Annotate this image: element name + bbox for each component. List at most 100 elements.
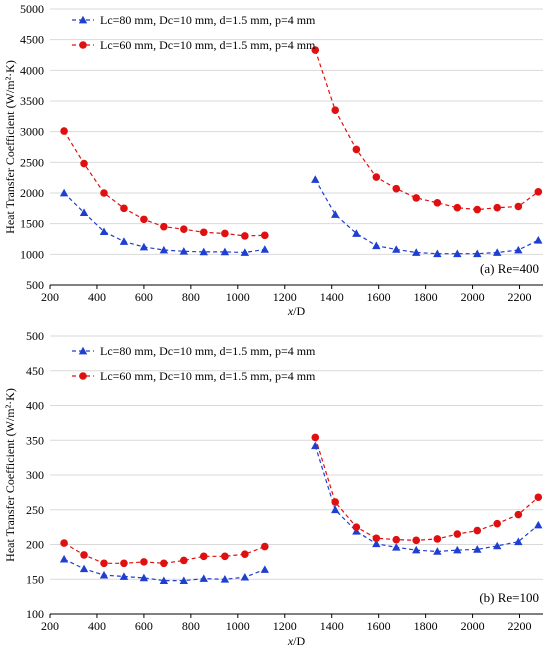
y-tick-label: 200 — [26, 538, 44, 552]
data-point — [493, 541, 502, 550]
legend-label: Lc=80 mm, Dc=10 mm, d=1.5 mm, p=4 mm — [100, 344, 316, 358]
x-tick-label: 1400 — [320, 290, 344, 304]
data-point — [160, 222, 168, 231]
data-point — [79, 208, 89, 216]
data-point — [99, 570, 109, 579]
data-point — [473, 249, 482, 258]
data-point — [240, 248, 250, 256]
data-point — [412, 248, 421, 256]
x-tick-label: 2200 — [508, 290, 532, 304]
data-point — [473, 205, 482, 214]
data-point — [119, 237, 129, 245]
data-point — [180, 225, 188, 233]
x-tick-label: 400 — [88, 290, 106, 304]
data-point — [120, 559, 128, 568]
y-tick-label: 150 — [26, 572, 44, 586]
data-point — [433, 249, 442, 258]
data-point — [179, 247, 189, 255]
data-point — [331, 106, 340, 114]
data-point — [79, 564, 89, 573]
x-tick-label: 2000 — [461, 619, 485, 633]
panel-a: 500 1000 1500 2000 2500 3000 3500 4000 4500 5000 2… — [3, 2, 543, 318]
data-point — [493, 248, 502, 256]
x-axis-label: x/D — [287, 634, 306, 648]
data-point — [392, 184, 401, 193]
data-point — [433, 547, 442, 555]
x-tick-label: 1600 — [367, 619, 391, 633]
data-point — [311, 433, 320, 442]
legend-entry: Lc=80 mm, Dc=10 mm, d=1.5 mm, p=4 mm — [72, 344, 316, 358]
data-point — [372, 173, 381, 181]
y-tick-label: 1500 — [20, 217, 44, 231]
data-point — [352, 229, 361, 237]
x-tick-label: 1600 — [367, 290, 391, 304]
x-tick-label: 1800 — [414, 290, 438, 304]
data-point — [241, 550, 249, 559]
y-tick-label: 4000 — [20, 63, 44, 77]
x-axis-label: x/D — [287, 304, 306, 318]
data-point — [392, 535, 401, 544]
data-point — [80, 551, 88, 559]
y-tick-label: 3000 — [20, 125, 44, 139]
data-point — [493, 519, 502, 528]
data-point — [260, 565, 270, 573]
data-point — [140, 558, 148, 566]
series-line — [63, 192, 265, 254]
data-point — [412, 194, 421, 202]
data-point — [159, 576, 169, 584]
legend-marker — [79, 41, 87, 49]
data-point — [221, 229, 229, 238]
data-point — [241, 232, 249, 240]
x-tick-label: 1200 — [273, 619, 297, 633]
x-tick-label: 2000 — [461, 290, 485, 304]
data-point — [514, 510, 523, 519]
data-point — [160, 559, 168, 568]
data-point — [311, 441, 320, 450]
data-point — [493, 203, 502, 212]
x-tick-label: 400 — [88, 619, 106, 633]
x-tick-label: 800 — [182, 290, 200, 304]
data-point — [392, 245, 401, 253]
series-line — [314, 179, 539, 255]
data-point — [514, 245, 523, 254]
y-tick-label: 350 — [26, 433, 44, 447]
data-point — [514, 537, 523, 546]
data-point — [261, 542, 269, 551]
y-tick-label: 2000 — [20, 186, 44, 200]
data-point — [311, 46, 320, 54]
y-axis-label: Heat Transfer Coefficient (W/m²·K) — [3, 388, 17, 562]
data-point — [311, 175, 320, 183]
data-point — [412, 536, 421, 545]
y-tick-label: 400 — [26, 399, 44, 413]
data-point — [199, 247, 208, 256]
series-line — [63, 542, 266, 564]
data-point — [453, 203, 462, 212]
x-tick-label: 800 — [182, 619, 200, 633]
data-point — [534, 236, 543, 244]
data-point — [534, 187, 543, 196]
data-point — [372, 539, 381, 548]
data-point — [352, 523, 361, 531]
data-point — [140, 215, 148, 224]
data-point — [453, 249, 462, 258]
y-tick-label: 250 — [26, 503, 44, 517]
data-point — [453, 530, 462, 538]
legend-label: Lc=60 mm, Dc=10 mm, d=1.5 mm, p=4 mm — [100, 38, 316, 52]
legend-entry: Lc=80 mm, Dc=10 mm, d=1.5 mm, p=4 mm — [72, 13, 316, 27]
x-tick-label: 1800 — [414, 619, 438, 633]
legend-marker — [78, 346, 88, 355]
data-point — [433, 535, 442, 543]
data-point — [220, 575, 230, 583]
data-point — [514, 202, 523, 211]
series-2 — [60, 433, 543, 568]
data-point — [331, 210, 340, 218]
data-point — [159, 245, 169, 254]
data-point — [260, 245, 270, 253]
series-1 — [59, 175, 543, 258]
x-tick-label: 1200 — [273, 290, 297, 304]
data-point — [199, 552, 208, 561]
data-point — [331, 498, 340, 506]
y-tick-label: 300 — [26, 468, 44, 482]
y-tick-label: 2500 — [20, 155, 44, 169]
